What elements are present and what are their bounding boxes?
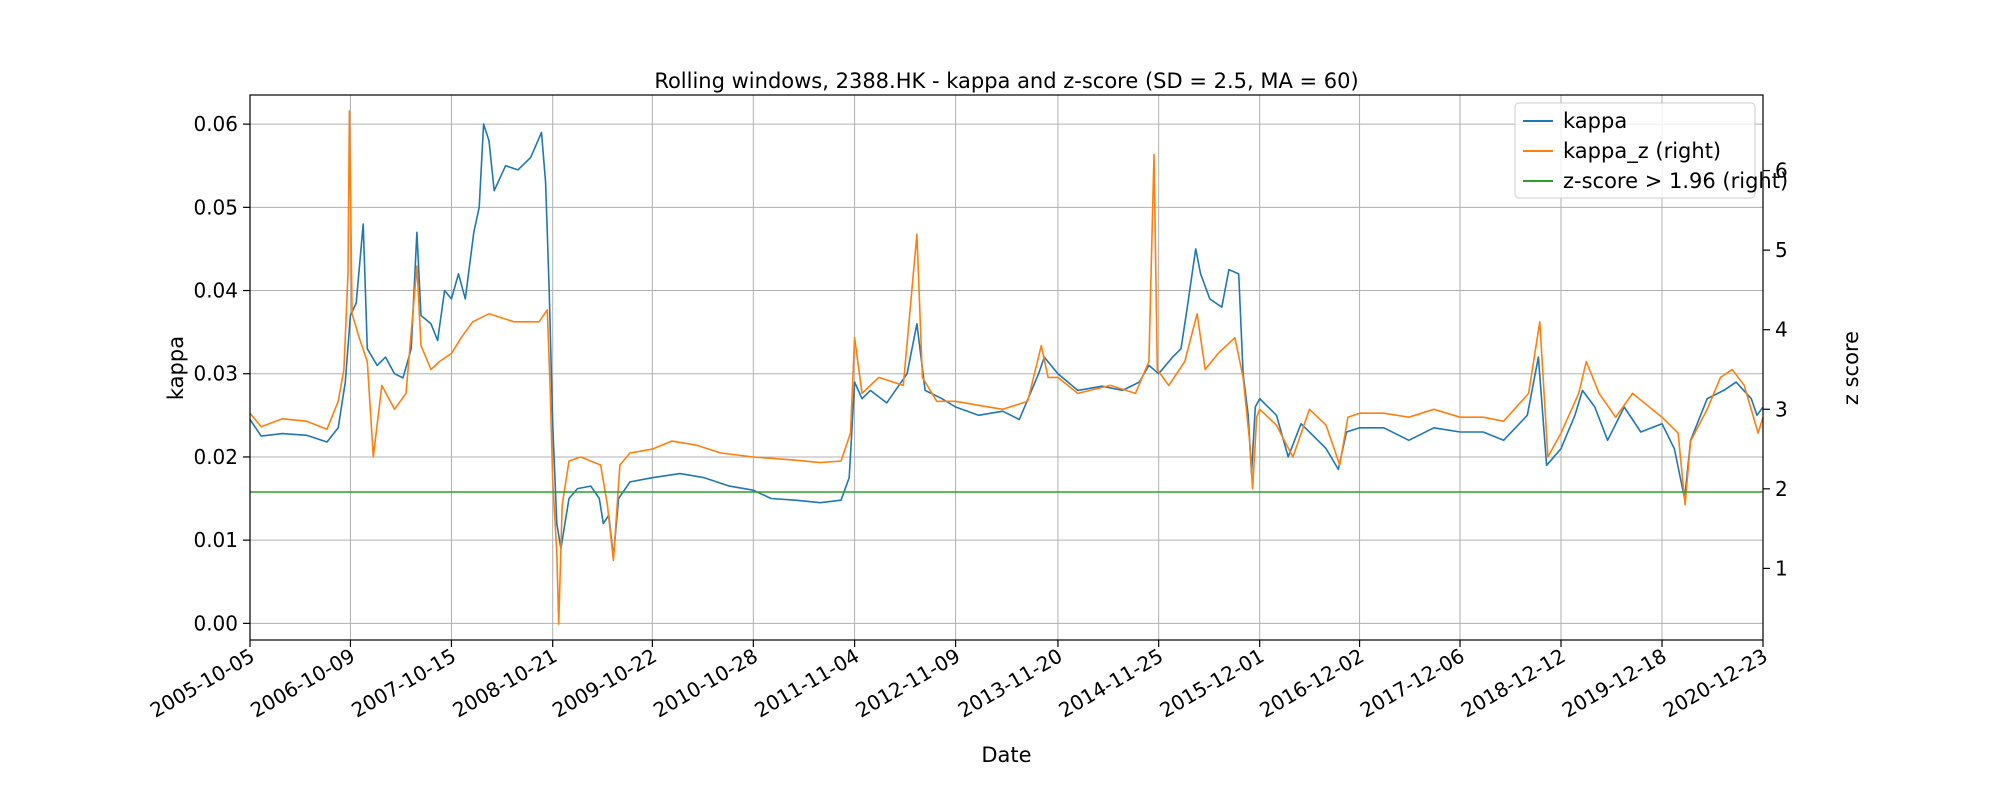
y-left-tick-label: 0.06 [193, 112, 238, 136]
x-tick-label: 2013-11-20 [954, 644, 1067, 723]
x-tick-label: 2016-12-02 [1255, 644, 1368, 723]
x-axis-title: Date [981, 743, 1031, 767]
legend-label-kappa: kappa [1563, 109, 1627, 133]
y-axis-left-title: kappa [164, 336, 188, 400]
y-left-tick-label: 0.00 [193, 611, 238, 635]
y-left-tick-label: 0.02 [193, 445, 238, 469]
x-tick-label: 2012-11-09 [851, 644, 964, 723]
x-tick-label: 2010-10-28 [649, 644, 762, 723]
y-left-tick-label: 0.05 [193, 195, 238, 219]
x-axis: 2005-10-052006-10-092007-10-152008-10-21… [146, 640, 1772, 722]
y-right-tick-label: 1 [1775, 556, 1788, 580]
legend-label-kappa-z: kappa_z (right) [1563, 139, 1721, 164]
y-right-tick-label: 5 [1775, 238, 1788, 262]
x-tick-label: 2006-10-09 [246, 644, 359, 723]
x-tick-label: 2011-11-04 [750, 644, 863, 723]
series-kappa-z-line [249, 110, 1764, 625]
legend-label-threshold: z-score > 1.96 (right) [1563, 169, 1788, 193]
x-tick-label: 2014-11-25 [1055, 644, 1168, 723]
y-left-tick-label: 0.03 [193, 362, 238, 386]
x-tick-label: 2017-12-06 [1356, 644, 1469, 723]
grid [249, 95, 1764, 640]
y-right-tick-label: 2 [1775, 477, 1788, 501]
x-tick-label: 2019-12-18 [1558, 644, 1671, 723]
plot-border [249, 94, 1764, 641]
x-tick-label: 2005-10-05 [146, 644, 259, 723]
series-kappa-line [249, 123, 1764, 558]
y-left-tick-label: 0.04 [193, 279, 238, 303]
y-right-tick-label: 4 [1775, 318, 1788, 342]
x-tick-label: 2008-10-21 [449, 644, 562, 723]
chart-title: Rolling windows, 2388.HK - kappa and z-s… [654, 69, 1358, 93]
legend: kappa kappa_z (right) z-score > 1.96 (ri… [1514, 102, 1788, 199]
y-right-tick-label: 6 [1775, 159, 1788, 183]
x-tick-label: 2015-12-01 [1156, 644, 1269, 723]
y-right-tick-label: 3 [1775, 397, 1788, 421]
y-axis-left: 0.00 0.01 0.02 0.03 0.04 0.05 0.06 [193, 112, 250, 635]
x-tick-label: 2018-12-12 [1457, 644, 1570, 723]
x-tick-label: 2009-10-22 [548, 644, 661, 723]
y-axis-right-title: z score [1839, 331, 1863, 405]
legend-box [1514, 102, 1756, 199]
plot-frame [249, 94, 1764, 641]
y-axis-right: 1 2 3 4 5 6 [1763, 159, 1788, 580]
plot-series [249, 110, 1764, 625]
y-left-tick-label: 0.01 [193, 528, 238, 552]
x-tick-label: 2007-10-15 [347, 644, 460, 723]
x-tick-label: 2020-12-23 [1659, 644, 1772, 723]
